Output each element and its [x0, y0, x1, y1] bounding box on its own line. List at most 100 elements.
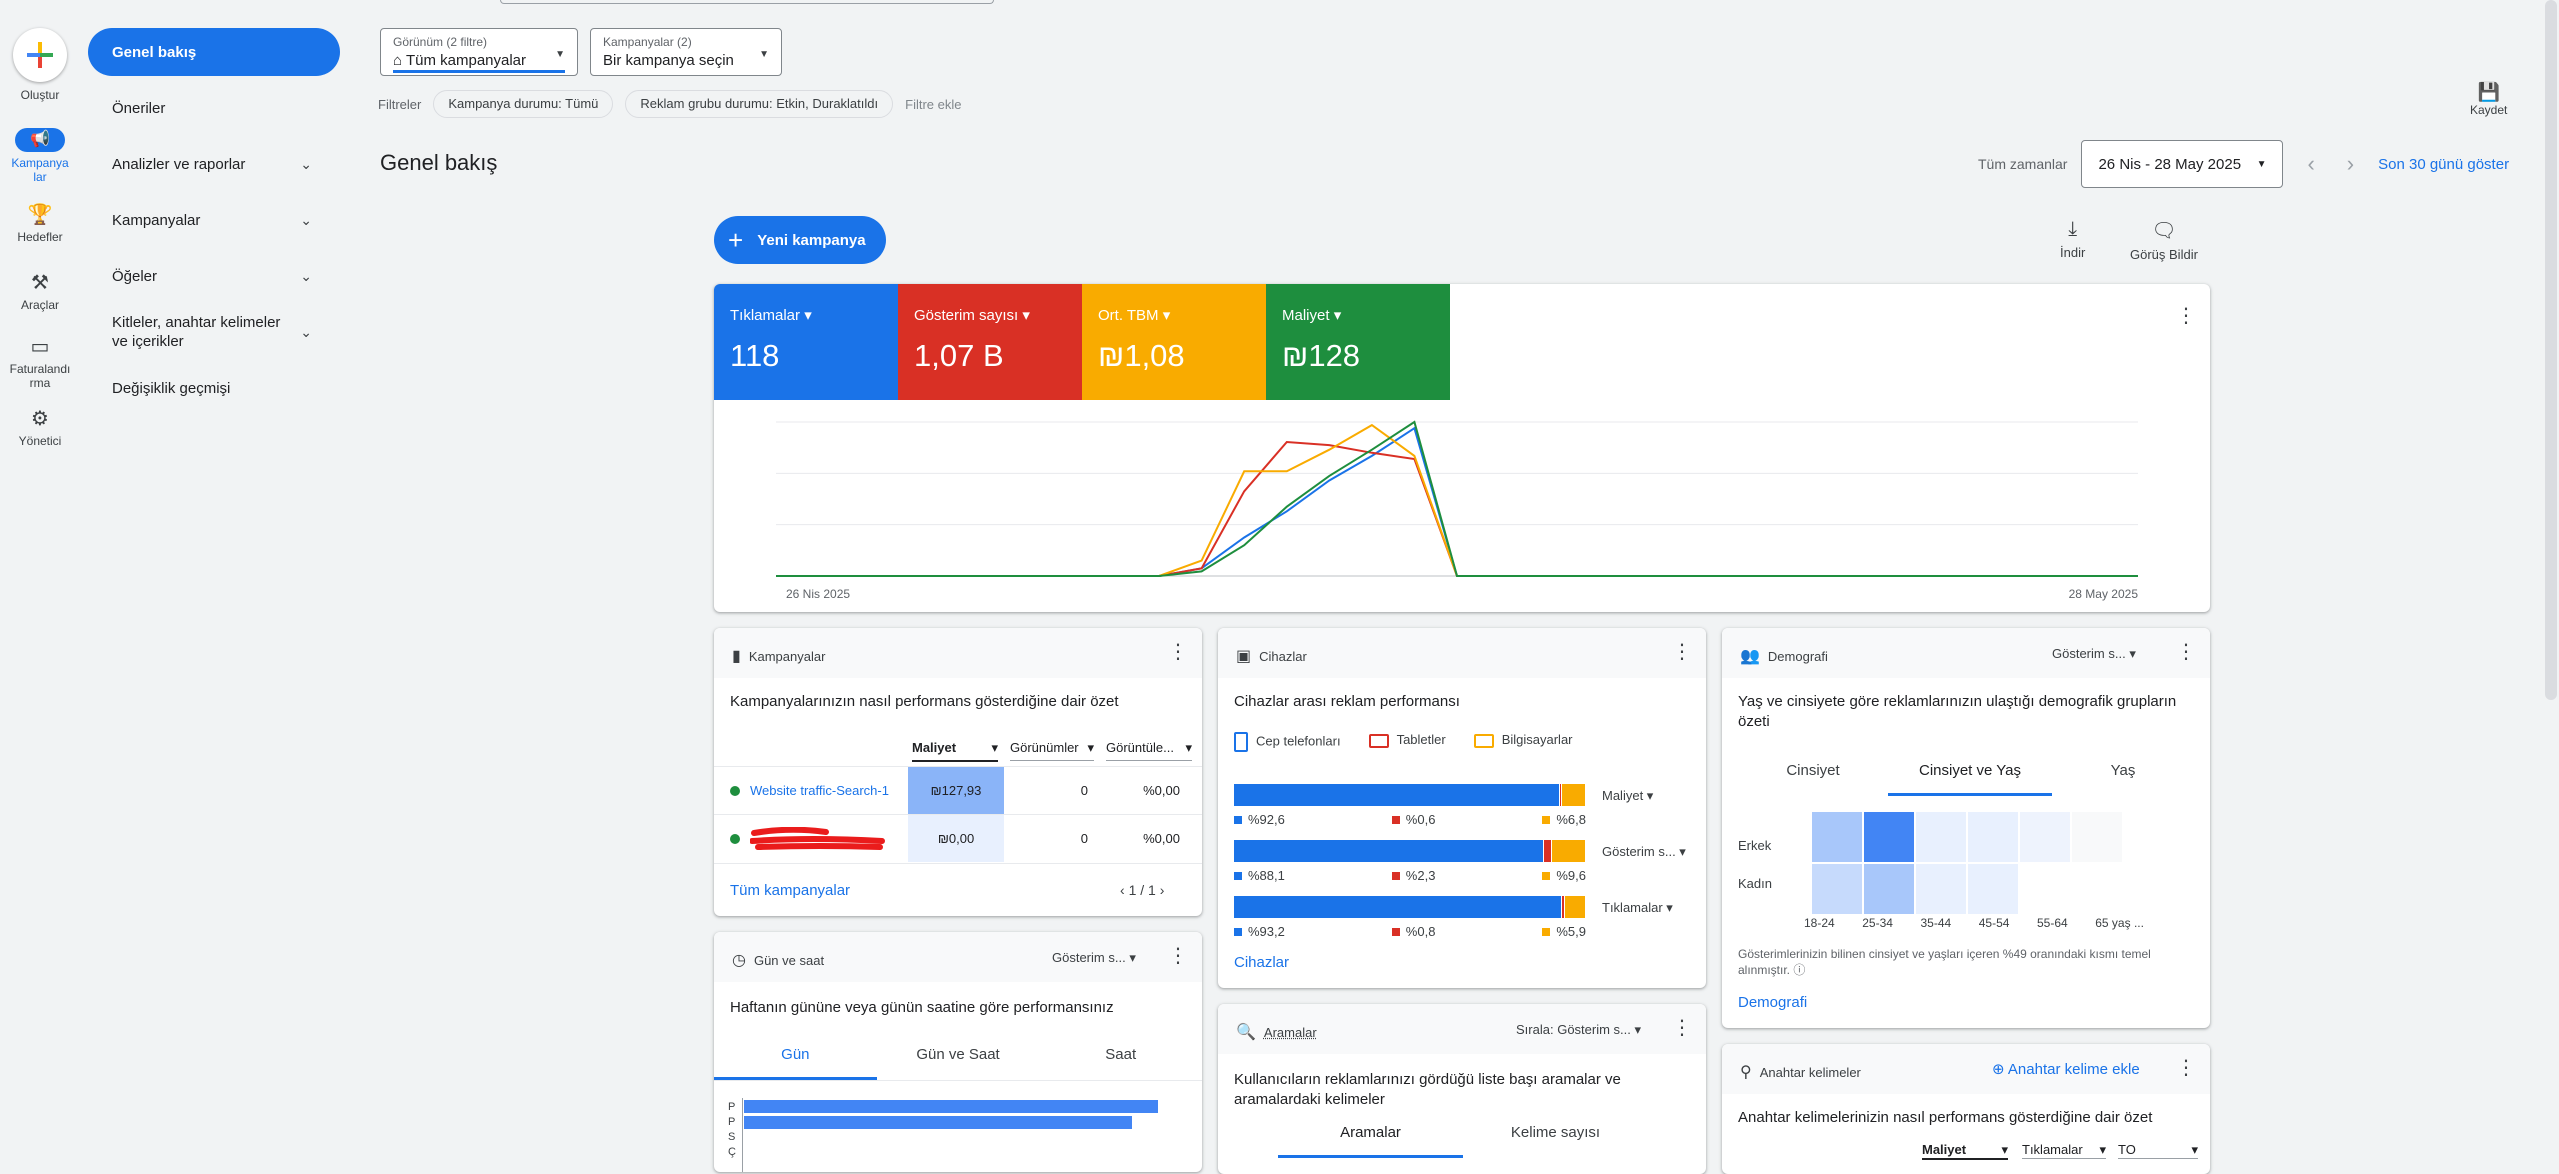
- rail-item-tools[interactable]: ⚒ Araçlar: [0, 272, 80, 312]
- heatmap-cell[interactable]: [2072, 864, 2122, 914]
- heatmap-cell[interactable]: [2072, 812, 2122, 862]
- demographics-link[interactable]: Demografi: [1738, 994, 1808, 1011]
- metric-dropdown[interactable]: Maliyet ▾: [1602, 788, 1654, 803]
- heatmap-cell[interactable]: [1864, 864, 1914, 914]
- column-header-cost[interactable]: Maliyet ▾: [912, 740, 998, 762]
- tab-day[interactable]: Gün: [714, 1046, 877, 1080]
- heatmap-cell[interactable]: [2020, 812, 2070, 862]
- rate-cell: %0,00: [1143, 831, 1180, 846]
- add-keyword-label: Anahtar kelime ekle: [2007, 1061, 2140, 1078]
- card-subtitle: Yaş ve cinsiyete göre reklamlarınızın ul…: [1738, 693, 2177, 730]
- more-vert-icon[interactable]: ⋮: [1168, 641, 1188, 663]
- nav-item-label: Kitleler, anahtar kelimeler ve içerikler: [112, 314, 281, 350]
- heatmap-cell[interactable]: [1968, 864, 2018, 914]
- card-title: 🔍 Aramalar: [1236, 1022, 1317, 1042]
- all-campaigns-link[interactable]: Tüm kampanyalar: [730, 882, 851, 899]
- more-vert-icon[interactable]: ⋮: [1672, 1017, 1692, 1039]
- nav-item-audiences[interactable]: Kitleler, anahtar kelimeler ve içerikler…: [88, 308, 340, 356]
- chevron-right-icon[interactable]: ›: [2346, 151, 2355, 176]
- scorecard-impressions[interactable]: Gösterim sayısı ▾ 1,07 B: [898, 284, 1082, 400]
- device-pct-label: %2,3: [1391, 868, 1435, 883]
- heatmap-cell[interactable]: [1812, 864, 1862, 914]
- card-title: 👥 Demografi: [1740, 646, 1828, 666]
- more-vert-icon[interactable]: ⋮: [2176, 641, 2196, 663]
- metric-dropdown[interactable]: Tıklamalar ▾: [1602, 900, 1673, 915]
- nav-item-campaigns[interactable]: Kampanyalar ⌄: [88, 196, 340, 244]
- heatmap-cell[interactable]: [2020, 864, 2070, 914]
- more-vert-icon[interactable]: ⋮: [1168, 945, 1188, 967]
- device-pct-label: %0,8: [1391, 924, 1435, 939]
- column-header-ctr[interactable]: TO ▾: [2118, 1142, 2198, 1159]
- tab-gender-age[interactable]: Cinsiyet ve Yaş: [1888, 762, 2052, 796]
- nav-item-assets[interactable]: Öğeler ⌄: [88, 252, 340, 300]
- column-header-views[interactable]: Görünümler ▾: [1010, 740, 1094, 761]
- nav-item-recommendations[interactable]: Öneriler: [88, 84, 340, 132]
- side-nav: Genel bakış Öneriler Analizler ve raporl…: [88, 28, 340, 420]
- scorecard-avg-cpc[interactable]: Ort. TBM ▾ ₪1,08: [1082, 284, 1266, 400]
- create-button[interactable]: [13, 28, 67, 82]
- metric-dropdown[interactable]: Gösterim s... ▾: [1052, 950, 1136, 966]
- heatmap-cell[interactable]: [1968, 812, 2018, 862]
- scorecard-cost[interactable]: Maliyet ▾ ₪128: [1266, 284, 1450, 400]
- heatmap-cell[interactable]: [1916, 864, 1966, 914]
- tab-day-hour[interactable]: Gün ve Saat: [916, 1046, 1000, 1063]
- note-text: Gösterimlerinizin bilinen cinsiyet ve ya…: [1738, 947, 2151, 977]
- last-30-days-link[interactable]: Son 30 günü göster: [2378, 155, 2510, 173]
- tab-hour[interactable]: Saat: [1105, 1046, 1137, 1063]
- devices-link[interactable]: Cihazlar: [1234, 954, 1290, 971]
- day-labels: P P S Ç: [728, 1100, 736, 1160]
- column-header-label: Maliyet: [1922, 1142, 1967, 1157]
- heatmap-cell[interactable]: [1864, 812, 1914, 862]
- metric-dropdown[interactable]: Gösterim s... ▾: [1602, 844, 1686, 859]
- rail-item-campaigns[interactable]: 📢 Kampanyalar: [0, 128, 80, 184]
- help-icon[interactable]: ⓘ: [1793, 963, 1806, 977]
- campaign-selector[interactable]: Kampanyalar (2) Bir kampanya seçin ▼: [590, 28, 782, 76]
- scrollbar[interactable]: [2545, 0, 2557, 700]
- row-label-female: Kadın: [1738, 876, 1772, 891]
- tab-word-count[interactable]: Kelime sayısı: [1510, 1124, 1601, 1141]
- chevron-left-icon[interactable]: ‹: [1120, 882, 1125, 898]
- metric-dropdown[interactable]: Gösterim s... ▾: [2052, 646, 2136, 662]
- rail-item-billing[interactable]: ▭ Faturalandırma: [0, 336, 80, 390]
- performance-chart-card: Tıklamalar ▾ 118 Gösterim sayısı ▾ 1,07 B …: [714, 284, 2210, 612]
- download-button[interactable]: ⤓ İndir: [2060, 218, 2085, 260]
- rail-item-goals[interactable]: 🏆 Hedefler: [0, 204, 80, 244]
- rail-item-admin[interactable]: ⚙ Yönetici: [0, 408, 80, 448]
- add-filter-button[interactable]: Filtre ekle: [905, 96, 962, 112]
- chevron-left-icon[interactable]: ‹: [2307, 151, 2315, 176]
- dropdown-arrow-icon: ▾: [1129, 950, 1136, 965]
- filter-chip-adgroup-status[interactable]: Reklam grubu durumu: Etkin, Duraklatıldı: [625, 90, 894, 118]
- heatmap-cell[interactable]: [1916, 812, 1966, 862]
- campaign-link[interactable]: Website traffic-Search-1: [750, 783, 889, 798]
- nav-item-change-history[interactable]: Değişiklik geçmişi: [88, 364, 340, 412]
- nav-item-label: Öneriler: [112, 99, 166, 117]
- add-keyword-button[interactable]: ⊕ Anahtar kelime ekle: [1992, 1060, 2140, 1078]
- filter-chip-campaign-status[interactable]: Kampanya durumu: Tümü: [433, 90, 614, 118]
- more-vert-icon[interactable]: ⋮: [2176, 305, 2196, 327]
- date-range-picker[interactable]: 26 Nis - 28 May 2025 ▼: [2081, 140, 2284, 188]
- column-header-view-rate[interactable]: Görüntüle... ▾: [1106, 740, 1192, 761]
- column-header-cost[interactable]: Maliyet ▾: [1922, 1142, 2008, 1160]
- tab-gender[interactable]: Cinsiyet: [1786, 762, 1840, 779]
- column-header-label: Görünümler: [1010, 740, 1079, 755]
- age-label: 45-54: [1978, 916, 2010, 930]
- column-header-clicks[interactable]: Tıklamalar ▾: [2022, 1142, 2106, 1159]
- dropdown-arrow-icon: ▾: [1087, 740, 1094, 755]
- scorecard-clicks[interactable]: Tıklamalar ▾ 118: [714, 284, 898, 400]
- feedback-button[interactable]: 🗨 Görüş Bildir: [2130, 218, 2198, 262]
- more-vert-icon[interactable]: ⋮: [1672, 641, 1692, 663]
- card-title-text[interactable]: Aramalar: [1263, 1024, 1317, 1040]
- nav-item-insights[interactable]: Analizler ve raporlar ⌄: [88, 140, 340, 188]
- more-vert-icon[interactable]: ⋮: [2176, 1057, 2196, 1079]
- view-selector[interactable]: Görünüm (2 filtre) ⌂ Tüm kampanyalar ▼: [380, 28, 578, 76]
- save-button[interactable]: 💾 Kaydet: [2470, 82, 2507, 117]
- download-icon: ⤓: [2068, 218, 2078, 240]
- tab-age[interactable]: Yaş: [2110, 762, 2136, 779]
- heatmap-cell[interactable]: [1812, 812, 1862, 862]
- chevron-right-icon[interactable]: ›: [1159, 882, 1165, 898]
- tab-searches[interactable]: Aramalar: [1278, 1124, 1463, 1158]
- nav-item-overview[interactable]: Genel bakış: [88, 28, 340, 76]
- dropdown-arrow-icon: ▾: [2129, 646, 2136, 661]
- new-campaign-button[interactable]: + Yeni kampanya: [714, 216, 886, 264]
- sort-dropdown[interactable]: Sırala: Gösterim s... ▾: [1516, 1022, 1641, 1038]
